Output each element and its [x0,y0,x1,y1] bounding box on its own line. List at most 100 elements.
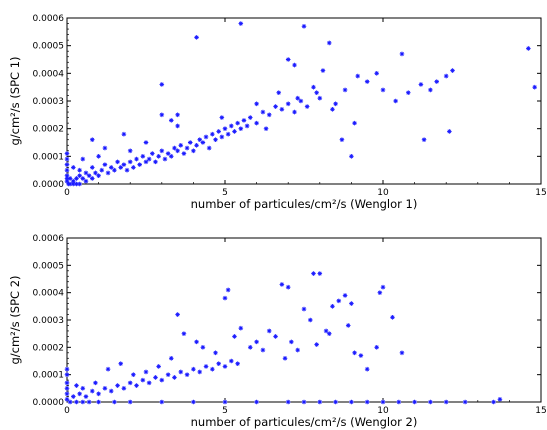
data-point [121,162,127,167]
data-point [225,287,231,293]
data-point [118,361,124,367]
data-points [64,21,537,187]
data-point [222,364,228,369]
data-point [175,312,180,317]
data-point [462,399,468,405]
data-point [219,134,225,140]
data-point [203,364,209,369]
data-point [295,347,300,353]
data-point [393,98,398,104]
data-point [292,109,297,115]
data-point [311,84,316,90]
data-point [273,334,278,339]
data-point [323,328,329,334]
y-tick-label: 0.0002 [33,343,65,353]
data-point [162,156,168,162]
data-point [304,104,310,109]
data-point [86,399,92,405]
data-point [184,145,190,151]
data-point [118,165,124,170]
data-point [71,181,76,187]
data-point [178,142,184,148]
data-point [273,104,278,109]
data-point [526,46,531,51]
data-point [206,145,212,151]
data-point [285,57,291,62]
data-point [298,98,304,104]
data-point [434,79,440,84]
data-point [266,328,272,334]
y-tick-label: 0.0005 [33,261,65,271]
data-point [320,68,326,73]
data-point [67,181,73,187]
data-point [121,386,127,391]
y-tick-label: 0.0006 [33,234,65,244]
data-point [390,314,395,320]
data-point [96,154,101,159]
data-point [349,399,354,405]
data-point [336,298,342,304]
data-point [428,399,433,405]
data-point [333,399,338,405]
data-point [99,167,105,173]
data-point [443,73,449,79]
data-point [263,126,269,131]
y-tick-label: 0.0003 [33,97,65,107]
data-point [244,123,250,129]
data-point [67,176,73,181]
data-point [77,167,82,173]
data-point [285,399,291,405]
data-point [146,380,152,386]
data-point [222,126,228,131]
data-point [80,156,86,162]
x-axis-ticks: 0 5 10 15 [64,238,547,416]
data-point [89,137,95,143]
data-point [330,304,335,309]
data-point [184,372,190,377]
y-axis-ticks: 0.0000 0.0001 0.0002 0.0003 0.0004 0.0005 0.00… [33,234,541,408]
data-point [380,284,386,290]
data-point [187,140,193,145]
data-point [127,399,133,405]
y-tick-label: 0.0001 [33,152,65,162]
data-point [229,358,234,364]
x-tick-label: 10 [377,188,389,198]
data-points [64,271,503,405]
data-point [279,107,285,112]
data-point [222,399,228,405]
data-point [191,148,196,154]
data-point [175,123,180,129]
x-tick-label: 5 [222,406,228,416]
y-tick-label: 0.0001 [33,371,65,381]
data-point [364,399,370,405]
data-point [210,366,215,372]
data-point [168,154,174,159]
chart-panel-1: 0.0000 0.0001 0.0002 0.0003 0.0004 0.0005 0.00… [8,14,547,211]
data-point [127,159,133,165]
data-point [71,394,76,399]
data-point [80,399,86,405]
data-point [247,115,253,120]
data-point [80,176,86,181]
data-point [232,334,237,339]
data-point [374,345,379,350]
data-point [450,68,455,73]
data-point [330,107,335,112]
data-point [292,62,297,68]
data-point [238,21,244,26]
data-point [260,347,266,353]
data-point [254,101,259,107]
data-point [279,282,285,287]
data-point [165,372,171,377]
data-point [64,372,70,377]
data-point [64,178,70,184]
data-point [194,339,199,345]
y-tick-label: 0.0000 [33,398,65,408]
x-axis-label: number of particules/cm²/s (Wenglor 1) [191,197,418,211]
data-point [83,178,89,184]
data-point [159,148,165,154]
y-tick-label: 0.0006 [33,14,65,24]
data-point [83,170,89,176]
data-point [134,383,139,388]
